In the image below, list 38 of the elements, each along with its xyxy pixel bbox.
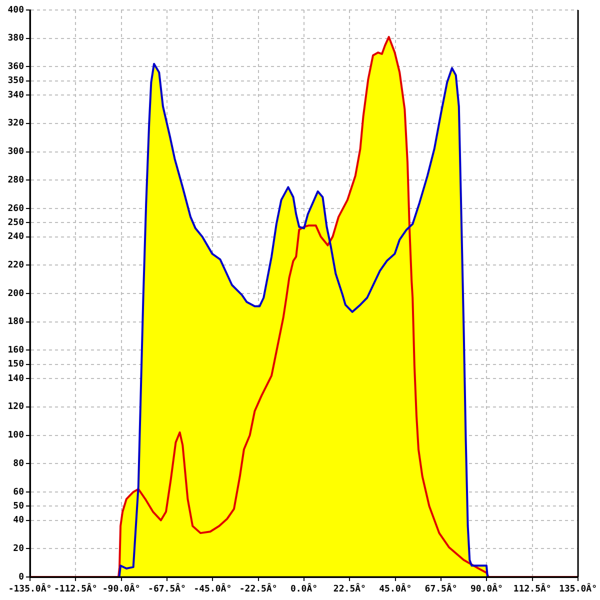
y-tick-label: 400: [8, 5, 24, 16]
x-tick-label: 135.0Â°: [559, 582, 598, 595]
y-tick-label: 260: [8, 204, 24, 214]
x-tick-label: 67.5Â°: [424, 582, 458, 595]
y-tick-label: 320: [8, 118, 24, 129]
y-tick-label: 240: [8, 232, 24, 242]
y-tick-label: 40: [13, 516, 24, 526]
y-tick-label: 220: [8, 260, 24, 270]
y-tick-label: 360: [8, 62, 24, 72]
y-tick-label: 50: [13, 501, 24, 512]
y-tick-label: 140: [8, 374, 24, 384]
y-tick-label: 160: [8, 346, 24, 356]
y-tick-label: 80: [13, 458, 24, 469]
y-tick-label: 180: [8, 317, 24, 328]
x-tick-label: 22.5Â°: [333, 582, 366, 595]
x-tick-label: -90.0Â°: [102, 582, 140, 595]
y-tick-label: 150: [8, 360, 24, 370]
x-tick-label: -45.0Â°: [194, 582, 232, 595]
y-tick-label: 380: [8, 34, 24, 44]
y-tick-label: 60: [13, 487, 24, 498]
y-tick-label: 120: [8, 402, 24, 412]
y-tick-label: 250: [8, 218, 24, 228]
y-tick-label: 100: [8, 430, 24, 441]
y-tick-label: 200: [8, 288, 24, 299]
y-tick-label: 20: [13, 544, 24, 554]
y-tick-label: 300: [8, 147, 24, 158]
x-tick-label: -135.0Â°: [8, 582, 52, 595]
y-tick-label: 350: [8, 76, 24, 86]
y-tick-label: 0: [18, 572, 24, 582]
x-tick-label: -67.5Â°: [148, 582, 186, 595]
x-tick-label: 112.5Â°: [513, 582, 552, 595]
y-tick-label: 340: [8, 90, 24, 100]
x-tick-label: 90.0Â°: [470, 582, 503, 595]
x-tick-label: 45.0Â°: [379, 582, 412, 595]
x-tick-label: -112.5Â°: [54, 582, 98, 595]
x-tick-label: -22.5Â°: [239, 582, 278, 595]
x-tick-label: 0.0Â°: [290, 582, 318, 595]
y-tick-label: 280: [8, 175, 24, 186]
